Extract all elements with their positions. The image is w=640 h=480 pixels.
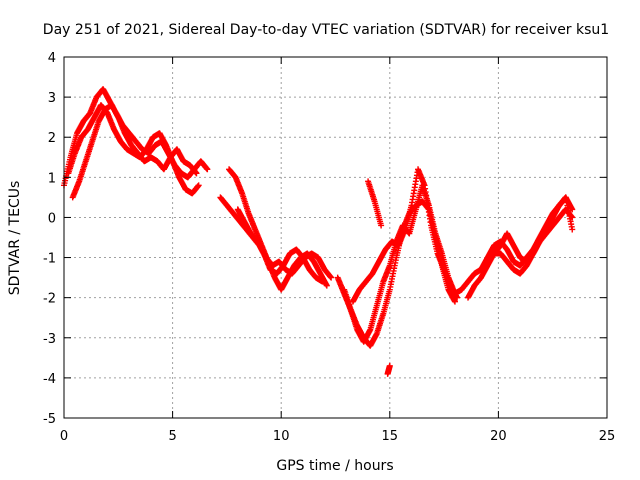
y-axis-label: SDTVAR / TECUs [7,181,23,296]
x-tick-label: 10 [273,429,290,444]
data-points [61,86,576,377]
y-tick-label: 2 [48,131,56,146]
series-ksu1-e [226,166,330,293]
ticks: 0 5 10 15 20 25 -5 -4 -3 -2 -1 0 1 2 3 4 [43,51,615,444]
plot-frame [63,56,608,419]
data-point [451,298,458,305]
series-ksu1-n [484,194,576,265]
y-tick-label: -2 [43,292,56,307]
series-ksu1-c [69,102,200,201]
y-tick-label: 3 [48,91,56,106]
data-point [454,294,461,301]
y-tick-label: 4 [48,51,56,66]
y-tick-label: -1 [43,252,56,267]
data-point [569,206,576,213]
y-tick-label: -4 [43,372,56,387]
x-tick-label: 0 [60,429,68,444]
y-tick-label: 0 [48,211,56,226]
x-tick-label: 15 [382,429,399,444]
series-ksu1-i [349,166,461,305]
y-tick-label: -3 [43,332,56,347]
data-point [195,182,202,189]
x-tick-label: 5 [168,429,176,444]
data-point [569,226,576,233]
data-point [378,222,385,229]
x-tick-label: 25 [599,429,616,444]
chart-title: Day 251 of 2021, Sidereal Day-to-day VTE… [43,22,609,38]
data-point [193,170,200,177]
y-tick-label: 1 [48,171,56,186]
x-tick-label: 20 [490,429,507,444]
series-ksu1-f [234,206,326,285]
series-ksu1-k [365,178,385,229]
data-point [386,362,393,369]
y-tick-label: -5 [43,412,56,427]
data-point [328,274,335,281]
series-ksu1-j [384,362,393,377]
x-axis-label: GPS time / hours [276,458,393,474]
data-point [319,278,326,285]
series-ksu1-b [65,102,202,197]
data-point [323,282,330,289]
data-point [204,166,211,173]
